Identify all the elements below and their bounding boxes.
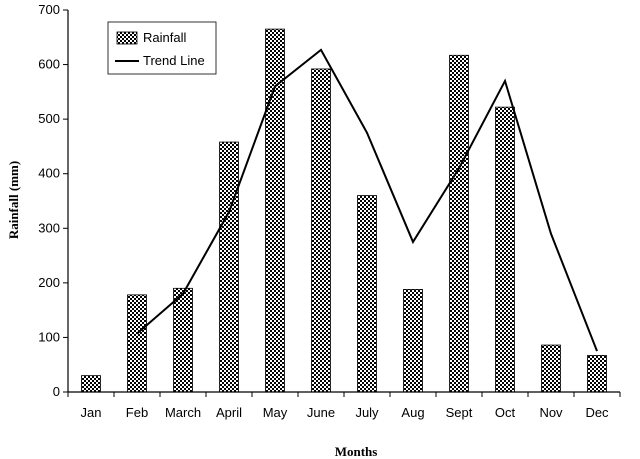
x-tick-label: Jan [81,405,102,420]
bar-june [311,68,331,393]
y-tick-label: 700 [38,2,60,17]
y-tick-label: 0 [53,384,60,399]
x-tick-label: Nov [539,405,563,420]
x-tick-label: Aug [401,405,424,420]
x-tick-label: Oct [495,405,516,420]
x-tick-label: March [165,405,201,420]
legend-trend-label: Trend Line [143,53,205,68]
x-tick-label: July [355,405,379,420]
bar-july [357,195,377,393]
bar-aug [403,289,423,393]
legend-rainfall-swatch [116,31,138,45]
y-axis-title: Rainfall (mm) [6,161,21,239]
x-tick-label: Feb [126,405,148,420]
y-axis-ticks: 0 100 200 300 400 500 600 700 [38,2,68,399]
x-tick-label: June [307,405,335,420]
y-tick-label: 300 [38,220,60,235]
x-tick-label: May [263,405,288,420]
bar-series [81,28,607,393]
x-axis-ticks: Jan Feb March April May June July Aug Sept Oct Nov… [67,392,621,420]
bar-nov [541,344,561,393]
trend-line-series [136,48,598,352]
bar-april [219,141,239,393]
y-tick-label: 200 [38,275,60,290]
bar-may [265,28,285,393]
bar-march [173,287,193,393]
bar-feb [127,294,147,393]
legend-box [107,21,217,75]
y-tick-label: 400 [38,166,60,181]
x-tick-label: Sept [446,405,473,420]
trend-line [136,48,598,352]
bar-jan [81,375,101,393]
y-tick-label: 600 [38,57,60,72]
bar-oct [495,106,515,393]
bar-sept [449,54,469,393]
y-tick-label: 500 [38,111,60,126]
x-axis-title: Months [335,444,378,459]
y-tick-label: 100 [38,329,60,344]
bar-dec [587,355,607,393]
x-tick-label: April [216,405,242,420]
legend-rainfall-label: Rainfall [143,30,186,45]
x-tick-label: Dec [585,405,609,420]
legend: Rainfall Trend Line [107,21,217,75]
